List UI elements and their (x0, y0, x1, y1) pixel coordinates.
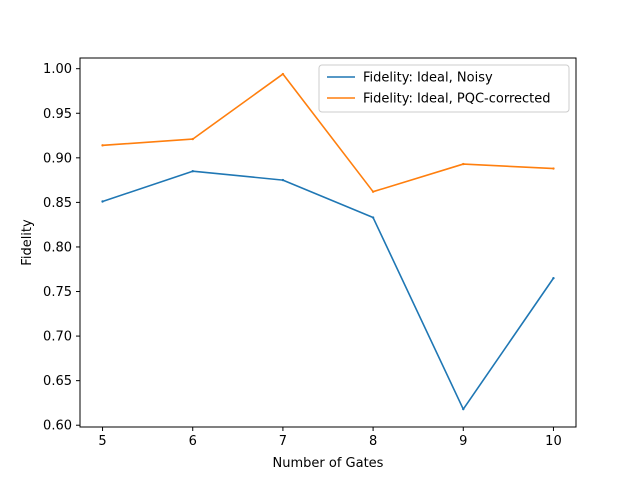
plot-frame (79, 57, 577, 428)
x-tick-label: 8 (369, 434, 377, 449)
x-tick-label: 5 (98, 434, 106, 449)
x-axis-label: Number of Gates (273, 456, 384, 471)
data-point (371, 190, 375, 193)
data-point (281, 178, 285, 182)
data-point (552, 167, 555, 170)
x-tick-label: 6 (189, 434, 197, 449)
plot-area (79, 57, 577, 428)
y-tick-label: 0.75 (43, 285, 72, 300)
y-tick-label: 0.85 (43, 196, 72, 211)
y-axis-label: Fidelity (20, 219, 35, 266)
y-tick-label: 0.95 (43, 107, 72, 122)
y-tick-label: 1.00 (43, 62, 72, 77)
y-tick-label: 0.70 (43, 330, 72, 345)
data-point (191, 169, 194, 173)
data-point (462, 162, 465, 166)
data-point (552, 276, 555, 280)
data-point (101, 200, 104, 203)
series-layer (101, 72, 555, 411)
y-tick-label: 0.90 (43, 151, 72, 166)
series-line-1 (101, 170, 555, 410)
legend-box (318, 64, 570, 113)
data-point (281, 72, 285, 76)
y-tick-label: 0.60 (43, 419, 72, 434)
data-point (462, 407, 465, 411)
series-line-2 (101, 73, 555, 193)
legend-label-1: Fidelity: Ideal, Noisy (363, 71, 493, 86)
y-axis: 0.60 0.65 0.70 0.75 0.80 0.85 0.90 0.95 1.00 (43, 62, 80, 434)
x-axis: 5 6 7 8 9 10 (98, 427, 562, 449)
data-point (101, 144, 104, 147)
data-point (191, 137, 194, 141)
data-point (371, 216, 375, 219)
x-tick-label: 10 (545, 434, 562, 449)
x-tick-label: 7 (279, 434, 287, 449)
legend-label-2: Fidelity: Ideal, PQC-corrected (363, 92, 551, 107)
legend: Fidelity: Ideal, Noisy Fidelity: Ideal, P… (318, 64, 570, 113)
y-tick-label: 0.80 (43, 240, 72, 255)
x-tick-label: 9 (459, 434, 467, 449)
y-tick-label: 0.65 (43, 374, 72, 389)
